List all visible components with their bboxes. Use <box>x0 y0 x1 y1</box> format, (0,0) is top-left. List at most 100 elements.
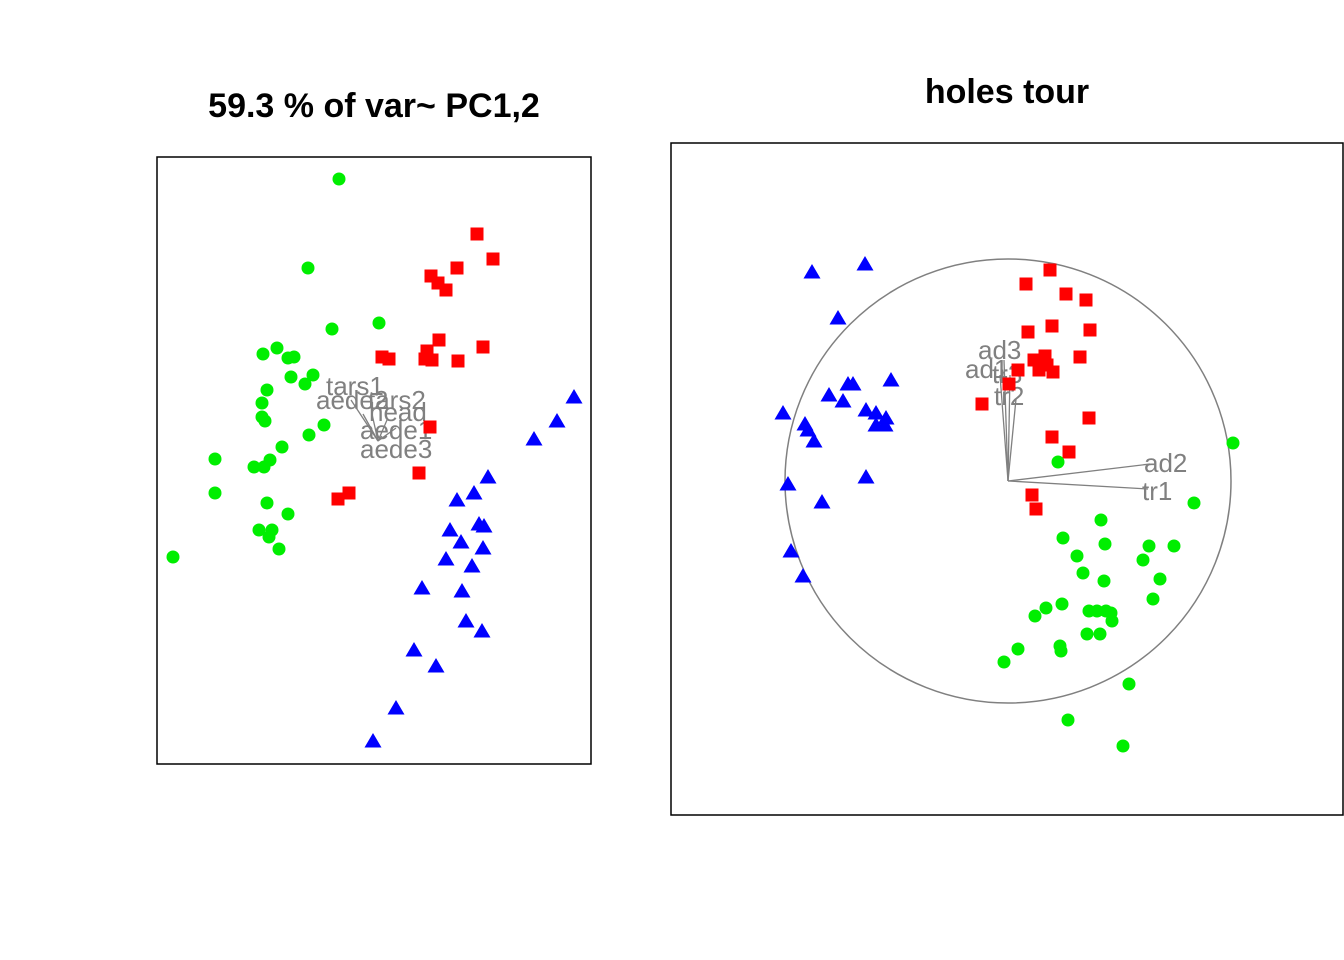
axis-vector-tr1 <box>1007 480 1149 490</box>
axis-label-head: head <box>369 397 427 427</box>
point-circle-green <box>1094 513 1108 527</box>
point-square-red <box>486 252 500 266</box>
pca-points <box>166 172 583 748</box>
point-square-red <box>1045 319 1059 333</box>
point-triangle-blue <box>805 433 823 448</box>
point-circle-green <box>1146 592 1160 606</box>
point-circle-green <box>298 377 312 391</box>
axis-label-ad3: ad3 <box>978 335 1021 365</box>
point-triangle-blue <box>525 431 543 446</box>
point-square-red <box>975 397 989 411</box>
point-triangle-blue <box>405 642 423 657</box>
point-circle-green <box>256 347 270 361</box>
point-circle-green <box>1153 572 1167 586</box>
point-circle-green <box>1097 574 1111 588</box>
point-triangle-blue <box>782 543 800 558</box>
point-circle-green <box>208 452 222 466</box>
tour-axis-circle <box>784 258 1232 704</box>
point-circle-green <box>1076 566 1090 580</box>
point-triangle-blue <box>453 583 471 598</box>
point-triangle-blue <box>474 540 492 555</box>
point-circle-green <box>1136 553 1150 567</box>
point-triangle-blue <box>448 492 466 507</box>
point-square-red <box>1082 411 1096 425</box>
point-circle-green <box>301 261 315 275</box>
axis-vector-head <box>377 419 388 442</box>
point-square-red <box>1002 377 1016 391</box>
point-triangle-blue <box>437 551 455 566</box>
axis-label-aede3: aede3 <box>360 434 432 464</box>
axis-label-aede1: aede1 <box>360 415 432 445</box>
axis-vector-tars2 <box>371 413 379 442</box>
axis-label-tars2: tars2 <box>368 385 426 415</box>
point-circle-green <box>284 370 298 384</box>
point-circle-green <box>1122 677 1136 691</box>
point-triangle-blue <box>774 405 792 420</box>
axis-label-tr1: tr1 <box>1142 476 1172 506</box>
point-triangle-blue <box>387 700 405 715</box>
point-square-red <box>1079 293 1093 307</box>
point-square-red <box>331 492 345 506</box>
point-circle-green <box>1090 604 1104 618</box>
point-circle-green <box>1055 597 1069 611</box>
point-circle-green <box>1054 644 1068 658</box>
point-circle-green <box>260 383 274 397</box>
point-circle-green <box>208 486 222 500</box>
point-square-red <box>1062 445 1076 459</box>
point-square-red <box>432 333 446 347</box>
point-square-red <box>1032 363 1046 377</box>
point-circle-green <box>1105 614 1119 628</box>
tour-plot-frame <box>670 142 1344 816</box>
point-square-red <box>476 340 490 354</box>
point-circle-green <box>1039 601 1053 615</box>
point-circle-green <box>1116 739 1130 753</box>
point-triangle-blue <box>867 405 885 420</box>
axis-vector-aede3 <box>377 435 383 442</box>
axis-vector-tr2 <box>1007 398 1017 482</box>
point-square-red <box>1043 263 1057 277</box>
point-circle-green <box>270 341 284 355</box>
point-circle-green <box>317 418 331 432</box>
point-circle-green <box>1142 539 1156 553</box>
point-square-red <box>382 352 396 366</box>
point-circle-green <box>1056 531 1070 545</box>
point-triangle-blue <box>364 733 382 748</box>
point-circle-green <box>252 523 266 537</box>
axis-vector-ad1 <box>999 374 1009 482</box>
point-square-red <box>451 354 465 368</box>
point-circle-green <box>1167 539 1181 553</box>
point-square-red <box>1011 363 1025 377</box>
point-circle-green <box>257 460 271 474</box>
point-circle-green <box>332 172 346 186</box>
point-circle-green <box>306 368 320 382</box>
tour-points <box>774 256 1240 753</box>
point-triangle-blue <box>839 376 857 391</box>
axis-label-aede2: aede2 <box>316 385 388 415</box>
point-square-red <box>423 420 437 434</box>
point-triangle-blue <box>565 389 583 404</box>
point-circle-green <box>1070 549 1084 563</box>
point-circle-green <box>1051 455 1065 469</box>
point-triangle-blue <box>465 485 483 500</box>
point-circle-green <box>281 507 295 521</box>
point-square-red <box>412 466 426 480</box>
point-circle-green <box>1011 642 1025 656</box>
point-circle-green <box>1226 436 1240 450</box>
pca-plot-frame <box>156 156 592 765</box>
point-triangle-blue <box>877 410 895 425</box>
point-circle-green <box>287 350 301 364</box>
point-triangle-blue <box>473 623 491 638</box>
point-circle-green <box>262 530 276 544</box>
axis-vector-ad2 <box>1007 463 1151 482</box>
point-triangle-blue <box>463 558 481 573</box>
axis-vector-aede2 <box>362 413 379 442</box>
chart-title-holes-tour: holes tour <box>924 73 1090 111</box>
point-triangle-blue <box>441 522 459 537</box>
point-triangle-blue <box>413 580 431 595</box>
point-triangle-blue <box>479 469 497 484</box>
point-square-red <box>1083 323 1097 337</box>
point-circle-green <box>372 316 386 330</box>
